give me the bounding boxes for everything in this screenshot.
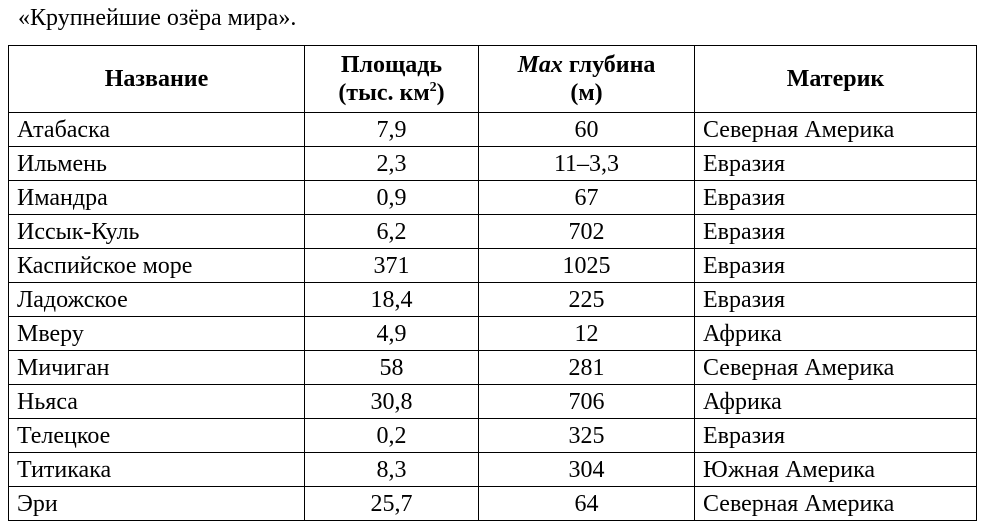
- header-area-line1: Площадь: [340, 52, 443, 78]
- cell-continent: Евразия: [694, 146, 977, 181]
- header-depth: Max глубина (м): [478, 45, 695, 113]
- cell-continent: Евразия: [694, 180, 977, 215]
- table-header-row: Название Площадь (тыс. км2) Max глубина …: [8, 45, 977, 113]
- table-row: Телецкое 0,2 325 Евразия: [8, 418, 977, 453]
- cell-area: 58: [304, 350, 479, 385]
- cell-area: 4,9: [304, 316, 479, 351]
- cell-area: 2,3: [304, 146, 479, 181]
- cell-depth: 67: [478, 180, 695, 215]
- header-depth-max: Max: [517, 52, 563, 78]
- lakes-table: Название Площадь (тыс. км2) Max глубина …: [8, 45, 977, 521]
- cell-name: Каспийское море: [8, 248, 305, 283]
- cell-continent: Африка: [694, 384, 977, 419]
- cell-depth: 706: [478, 384, 695, 419]
- table-body: Атабаска 7,9 60 Северная Америка Ильмень 2,3 1…: [8, 112, 977, 521]
- cell-name: Имандра: [8, 180, 305, 215]
- cell-depth: 12: [478, 316, 695, 351]
- cell-depth: 325: [478, 418, 695, 453]
- table-row: Атабаска 7,9 60 Северная Америка: [8, 112, 977, 147]
- table-row: Мичиган 58 281 Северная Америка: [8, 350, 977, 385]
- header-area-superscript: 2: [429, 80, 437, 95]
- cell-name: Иссык-Куль: [8, 214, 305, 249]
- table-row: Иссык-Куль 6,2 702 Евразия: [8, 214, 977, 249]
- cell-continent: Евразия: [694, 282, 977, 317]
- cell-area: 371: [304, 248, 479, 283]
- cell-depth: 64: [478, 486, 695, 521]
- cell-name: Ньяса: [8, 384, 305, 419]
- cell-depth: 11–3,3: [478, 146, 695, 181]
- cell-depth: 702: [478, 214, 695, 249]
- cell-name: Атабаска: [8, 112, 305, 147]
- cell-area: 0,2: [304, 418, 479, 453]
- cell-name: Эри: [8, 486, 305, 521]
- cell-area: 6,2: [304, 214, 479, 249]
- cell-depth: 281: [478, 350, 695, 385]
- table-row: Каспийское море 371 1025 Евразия: [8, 248, 977, 283]
- cell-depth: 304: [478, 452, 695, 487]
- cell-area: 0,9: [304, 180, 479, 215]
- table-row: Имандра 0,9 67 Евразия: [8, 180, 977, 215]
- cell-name: Ильмень: [8, 146, 305, 181]
- cell-name: Мичиган: [8, 350, 305, 385]
- header-depth-rest: глубина: [562, 52, 656, 78]
- cell-depth: 1025: [478, 248, 695, 283]
- table-row: Ладожское 18,4 225 Евразия: [8, 282, 977, 317]
- cell-area: 7,9: [304, 112, 479, 147]
- cell-continent: Африка: [694, 316, 977, 351]
- table-row: Мверу 4,9 12 Африка: [8, 316, 977, 351]
- cell-continent: Северная Америка: [694, 112, 977, 147]
- cell-continent: Евразия: [694, 248, 977, 283]
- header-area-line2: (тыс. км: [338, 80, 430, 106]
- cell-area: 8,3: [304, 452, 479, 487]
- cell-continent: Южная Америка: [694, 452, 977, 487]
- cell-area: 25,7: [304, 486, 479, 521]
- cell-continent: Евразия: [694, 214, 977, 249]
- header-name: Название: [8, 45, 305, 113]
- table-row: Ньяса 30,8 706 Африка: [8, 384, 977, 419]
- cell-name: Ладожское: [8, 282, 305, 317]
- cell-area: 30,8: [304, 384, 479, 419]
- table-caption: «Крупнейшие озёра мира».: [18, 5, 297, 31]
- table-row: Ильмень 2,3 11–3,3 Евразия: [8, 146, 977, 181]
- table-row: Титикака 8,3 304 Южная Америка: [8, 452, 977, 487]
- table-row: Эри 25,7 64 Северная Америка: [8, 486, 977, 521]
- cell-continent: Евразия: [694, 418, 977, 453]
- cell-name: Мверу: [8, 316, 305, 351]
- cell-continent: Северная Америка: [694, 486, 977, 521]
- cell-name: Телецкое: [8, 418, 305, 453]
- header-continent: Материк: [694, 45, 977, 113]
- header-area-close: ): [436, 80, 445, 106]
- header-area: Площадь (тыс. км2): [304, 45, 479, 113]
- cell-continent: Северная Америка: [694, 350, 977, 385]
- cell-depth: 225: [478, 282, 695, 317]
- header-depth-unit: (м): [570, 80, 603, 106]
- cell-name: Титикака: [8, 452, 305, 487]
- cell-depth: 60: [478, 112, 695, 147]
- cell-area: 18,4: [304, 282, 479, 317]
